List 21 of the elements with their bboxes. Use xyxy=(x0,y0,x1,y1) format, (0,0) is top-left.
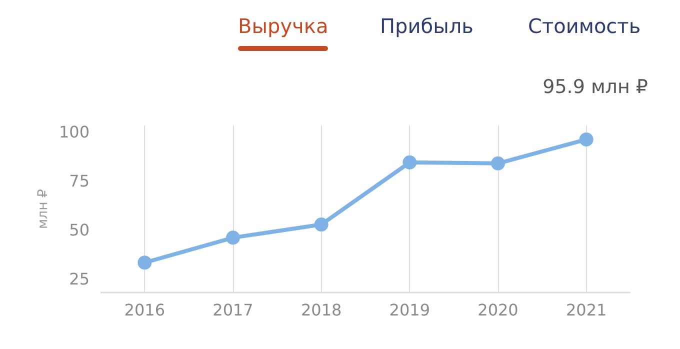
text: Стоимость xyxy=(528,13,641,40)
point xyxy=(138,256,152,270)
y-tick-label: 50 xyxy=(69,220,90,240)
text: Выручка xyxy=(238,13,328,40)
y-tick-label: 25 xyxy=(69,270,90,289)
x-tick-label: 2020 xyxy=(478,300,518,320)
x-tick-label: 2016 xyxy=(124,300,166,320)
text: 95.9 млн ₽ xyxy=(542,75,648,100)
y-tick-label: 75 xyxy=(69,172,90,191)
point xyxy=(314,218,328,232)
x-tick-label: 2017 xyxy=(212,300,254,320)
point xyxy=(491,156,505,170)
y-axis-title: млн ₽ xyxy=(36,188,51,229)
point xyxy=(226,230,240,245)
text: Прибыль xyxy=(380,13,474,40)
x-tick-label: 2018 xyxy=(300,300,342,320)
x-tick-label: 2019 xyxy=(389,300,430,320)
point xyxy=(579,132,594,146)
point xyxy=(402,155,417,170)
x-tick-label: 2021 xyxy=(566,300,607,320)
y-tick-label: 100 xyxy=(58,122,90,142)
